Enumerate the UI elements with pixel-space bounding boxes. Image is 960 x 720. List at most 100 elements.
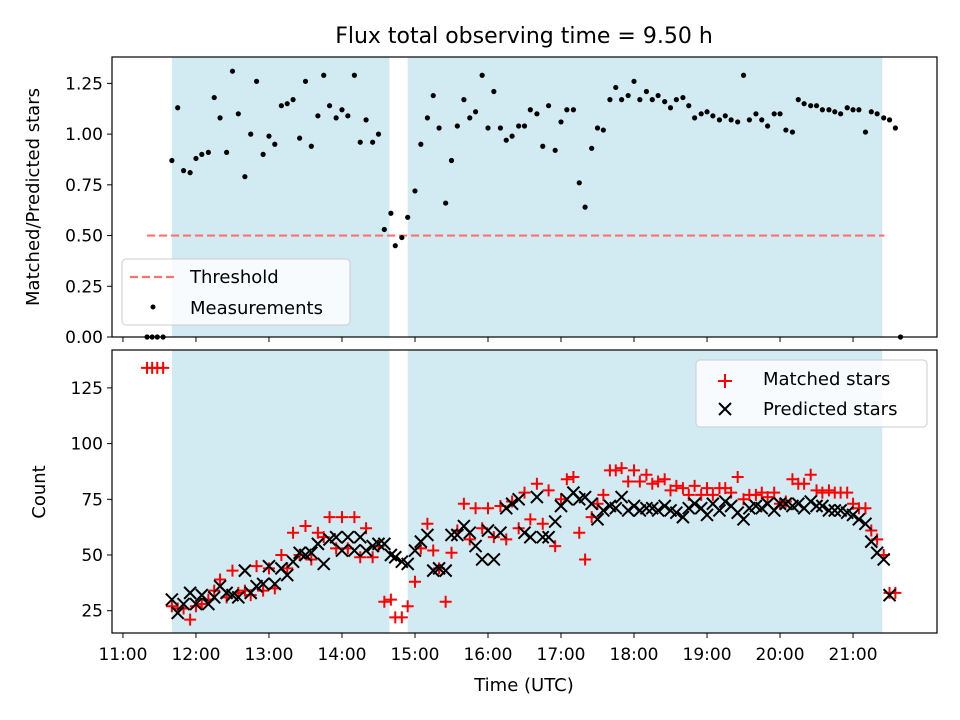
measurement-point — [454, 123, 460, 129]
predicted-stars-point — [475, 552, 489, 567]
measurement-point — [229, 68, 236, 74]
ratio-panel: 0.00 0.25 0.50 0.75 1.00 1.25 Matched/Predict… — [23, 56, 938, 348]
predicted-stars-point — [207, 590, 221, 605]
y-tick-label: 0.75 — [65, 176, 103, 196]
matched-stars-point — [500, 533, 513, 546]
measurement-point — [357, 139, 363, 145]
predicted-stars-point — [882, 588, 897, 602]
measurement-point — [315, 113, 321, 119]
predicted-stars-point — [268, 577, 282, 591]
matched-stars-point — [250, 560, 263, 573]
matched-stars-point — [695, 488, 708, 501]
matched-stars-point — [567, 471, 580, 484]
matched-stars-point — [275, 549, 288, 562]
measurement-point — [801, 101, 807, 107]
predicted-stars-point — [329, 530, 343, 544]
predicted-stars-point — [548, 514, 562, 529]
legend-matched-label: Matched stars — [763, 369, 890, 390]
measurement-point — [399, 234, 405, 241]
predicted-stars-point — [858, 517, 873, 531]
measurement-point — [180, 168, 187, 174]
measurement-point — [662, 99, 668, 105]
matched-stars-point — [487, 531, 500, 544]
y-tick-label: 0.50 — [65, 227, 103, 247]
measurement-point — [381, 226, 387, 233]
measurement-point — [405, 214, 411, 220]
measurement-point — [509, 133, 515, 139]
legend: Matched stars Predicted stars — [695, 359, 928, 428]
matched-stars-point — [408, 575, 421, 588]
x-tick-label: 13:00 — [244, 645, 293, 665]
predicted-stars-point — [822, 503, 836, 518]
matched-stars-point — [226, 564, 239, 577]
measurement-point — [759, 117, 765, 123]
predicted-stars-point — [541, 530, 556, 544]
predicted-stars-point — [773, 497, 787, 511]
predicted-stars-point — [311, 537, 325, 551]
predicted-stars-point — [511, 492, 526, 507]
x-tick-label: 12:00 — [171, 645, 220, 665]
predicted-stars-point — [195, 588, 209, 602]
y-axis: 0.00 0.25 0.50 0.75 1.00 1.25 — [65, 74, 112, 348]
measurement-point — [631, 78, 637, 84]
predicted-stars-point — [400, 557, 415, 571]
x-tick-label: 17:00 — [537, 645, 586, 665]
matched-stars-point — [816, 486, 829, 499]
matched-stars-point — [395, 611, 408, 624]
predicted-stars-point — [256, 577, 270, 591]
matched-stars-point — [761, 491, 774, 504]
predicted-stars-point — [584, 497, 599, 511]
measurement-point — [637, 97, 643, 103]
measurement-point — [667, 105, 674, 111]
predicted-stars-point — [304, 546, 319, 560]
predicted-stars-point — [536, 530, 550, 544]
matched-stars-point — [348, 511, 361, 524]
y-tick-label: 75 — [81, 490, 103, 510]
y-tick-label: 25 — [81, 602, 103, 622]
matched-stars-point — [822, 484, 835, 497]
predicted-stars-point — [359, 543, 373, 558]
measurement-point — [345, 113, 351, 119]
measurement-point — [491, 88, 497, 95]
measurement-point — [485, 125, 491, 131]
matched-stars-point — [768, 486, 781, 499]
matched-stars-point — [865, 524, 878, 537]
measurement-point — [540, 143, 546, 149]
measurement-point — [461, 97, 467, 103]
matched-stars-point — [536, 517, 549, 530]
count-panel: 11:00 12:00 13:00 14:00 15:00 16:00 17:00 18:00… — [29, 349, 938, 665]
measurement-point — [169, 157, 175, 164]
x-tick-label: 21:00 — [829, 645, 878, 665]
matched-stars-point — [555, 493, 568, 506]
predicted-stars-point — [238, 563, 252, 578]
measurement-point — [844, 105, 850, 111]
observing-window — [407, 57, 883, 337]
y-tick-label: 0.00 — [65, 328, 103, 348]
measurement-point — [424, 115, 430, 121]
measurement-point — [339, 107, 345, 113]
matched-stars-point — [257, 584, 270, 597]
y-axis-label: Matched/Predicted stars — [23, 88, 44, 306]
measurement-point — [789, 129, 796, 135]
observing-window — [171, 350, 390, 633]
measurement-point — [813, 103, 820, 109]
predicted-stars-point — [809, 499, 824, 513]
measurement-point — [479, 72, 485, 78]
matched-stars-point — [378, 595, 391, 608]
predicted-stars-point — [676, 510, 690, 524]
measurement-point — [333, 115, 339, 121]
measurement-point — [704, 109, 710, 115]
matched-stars-point — [749, 488, 762, 501]
predicted-stars-point — [712, 503, 727, 518]
predicted-stars-point — [700, 508, 714, 522]
measurement-point — [746, 117, 752, 123]
measurement-point — [472, 109, 479, 115]
matched-stars-point — [323, 511, 336, 524]
plot-frame — [111, 349, 938, 634]
predicted-stars-point — [335, 543, 349, 558]
measurement-point — [619, 97, 625, 103]
matched-stars-point — [195, 598, 208, 611]
measurement-point — [193, 155, 199, 162]
predicted-stars-point — [347, 543, 362, 558]
